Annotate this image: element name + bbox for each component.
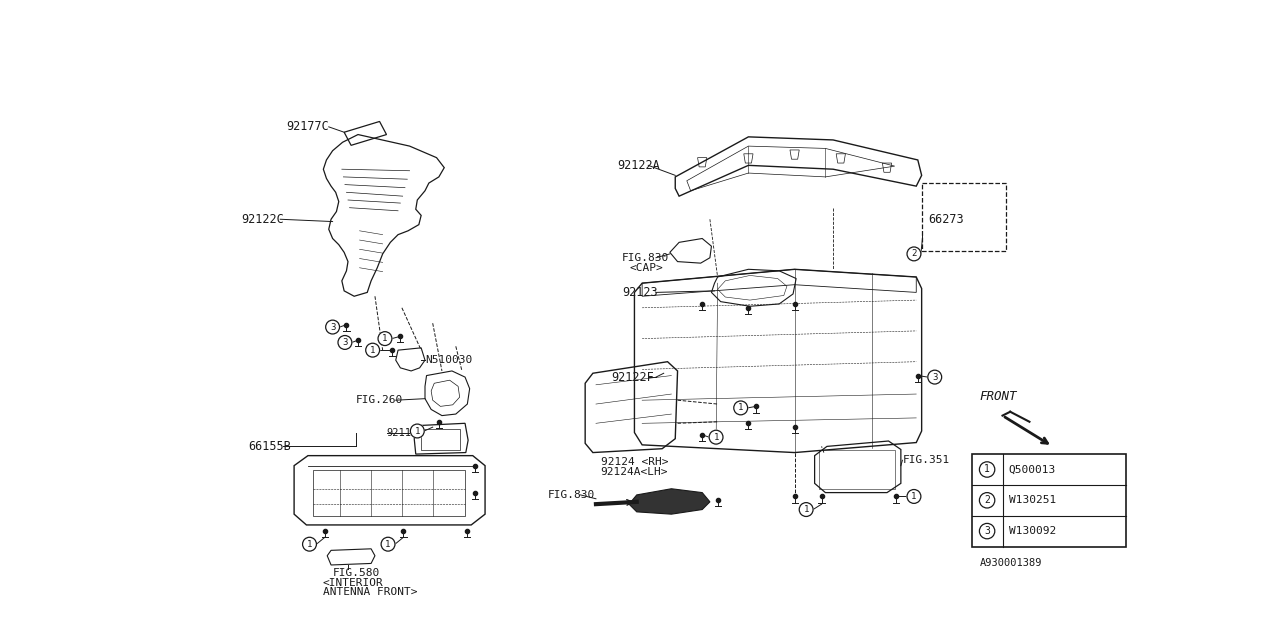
Text: 1: 1 [370,346,375,355]
Text: 66273: 66273 [928,212,964,226]
Text: N510030: N510030 [425,355,472,365]
Text: W130251: W130251 [1009,495,1056,506]
Text: <INTERIOR: <INTERIOR [323,578,383,588]
Circle shape [799,502,813,516]
Circle shape [733,401,748,415]
Text: Q500013: Q500013 [1009,465,1056,474]
Text: FIG.260: FIG.260 [356,395,403,405]
Text: A930001389: A930001389 [979,559,1042,568]
Text: 66155B: 66155B [248,440,291,453]
Circle shape [325,320,339,334]
Circle shape [381,537,396,551]
Text: 92124 <RH>: 92124 <RH> [600,457,668,467]
Text: 1: 1 [804,505,809,514]
Circle shape [979,524,995,539]
Text: FIG.830: FIG.830 [622,253,669,263]
Circle shape [302,537,316,551]
Text: FIG.580: FIG.580 [333,568,380,579]
Text: 3: 3 [984,526,989,536]
Text: FRONT: FRONT [979,390,1016,403]
Text: 1: 1 [383,334,388,343]
Circle shape [908,247,920,261]
Text: 1: 1 [713,433,719,442]
Text: 1: 1 [415,426,420,435]
Text: 92122A: 92122A [617,159,660,172]
Text: 1: 1 [307,540,312,548]
Text: 2: 2 [984,495,989,506]
Circle shape [709,430,723,444]
Text: 92122F: 92122F [612,371,654,383]
Text: 92122C: 92122C [242,212,284,226]
Text: <CAP>: <CAP> [630,263,663,273]
Text: 3: 3 [330,323,335,332]
Circle shape [378,332,392,346]
Polygon shape [628,489,710,514]
Text: 1: 1 [385,540,390,548]
Text: 1: 1 [739,403,744,412]
Text: 92124A<LH>: 92124A<LH> [600,467,668,477]
Text: 3: 3 [932,372,937,381]
Text: ANTENNA FRONT>: ANTENNA FRONT> [323,587,417,597]
Text: 1: 1 [984,465,989,474]
Text: FIG.830: FIG.830 [548,490,595,500]
Circle shape [979,462,995,477]
Text: 92123: 92123 [622,286,658,299]
Text: W130092: W130092 [1009,526,1056,536]
Text: FIG.351: FIG.351 [902,455,950,465]
Circle shape [366,343,380,357]
Text: 92118E: 92118E [387,428,424,438]
Circle shape [411,424,424,438]
Circle shape [338,335,352,349]
Text: 92177C: 92177C [287,120,329,133]
Text: 3: 3 [342,338,348,347]
Circle shape [908,490,920,504]
Circle shape [928,370,942,384]
Circle shape [979,493,995,508]
Text: 2: 2 [911,250,916,259]
Text: 1: 1 [911,492,916,501]
